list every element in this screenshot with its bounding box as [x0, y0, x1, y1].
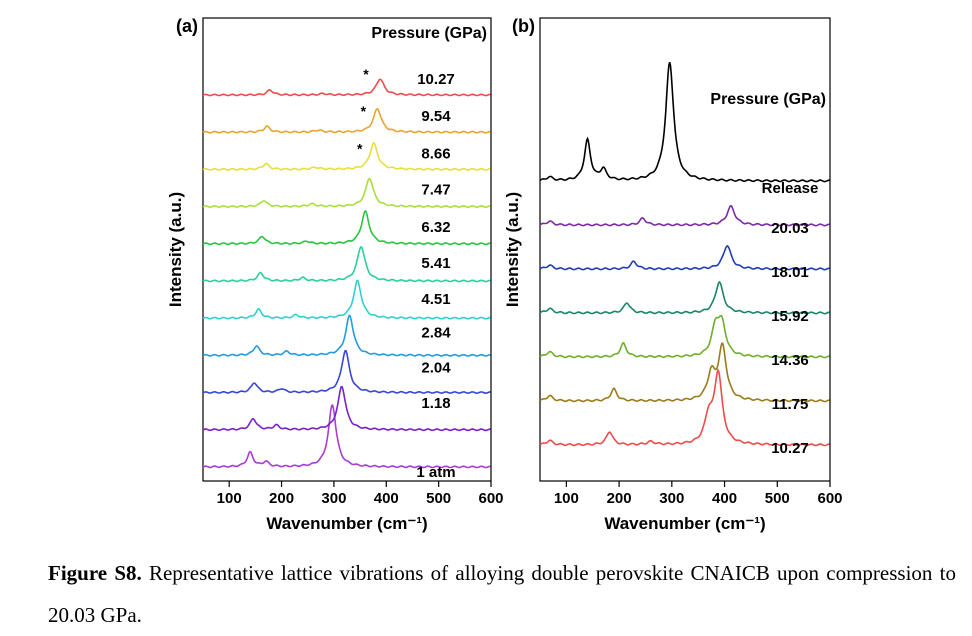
spectrum-line: [202, 350, 491, 395]
series-label: Release: [762, 180, 819, 197]
plot-frame: [539, 17, 831, 482]
x-tick-label: 100: [554, 490, 579, 507]
spectrum-line: [202, 279, 491, 320]
series-label: 6.32: [421, 219, 450, 236]
x-axis-label: Wavenumber (cm⁻¹): [604, 514, 765, 533]
x-tick-label: 300: [321, 490, 346, 507]
x-tick-label: 300: [659, 490, 684, 507]
x-tick-label: 400: [712, 490, 737, 507]
series-label: 8.66: [421, 145, 450, 162]
x-tick-label: 400: [374, 490, 399, 507]
spectrum-line: [539, 368, 830, 447]
spectrum-line: [202, 177, 491, 209]
caption-text: Representative lattice vibrations of all…: [48, 561, 956, 627]
series-label: 7.47: [421, 182, 450, 199]
x-tick-label: 500: [426, 490, 451, 507]
spectrum-line: [539, 61, 830, 183]
spectrum-line: [539, 280, 830, 315]
spectrum-line: [202, 314, 491, 357]
spectrum-line: [202, 209, 491, 246]
x-tick-label: 500: [765, 490, 790, 507]
asterisk-marker: *: [357, 140, 363, 156]
spectrum-line: [202, 107, 491, 134]
x-tick-label: 200: [269, 490, 294, 507]
spectrum-line: [539, 204, 830, 227]
spectrum-line: [539, 342, 830, 403]
figure-svg: 100 200 300 400 500 600 Wavenumber (cm⁻¹) Inten…: [166, 16, 843, 533]
y-axis-label: Intensity (a.u.): [503, 192, 522, 307]
series-label: 2.04: [421, 360, 451, 377]
series-label: 2.84: [421, 324, 451, 341]
spectrum-line: [202, 246, 491, 283]
series-label: 9.54: [421, 108, 451, 125]
series-label: 4.51: [421, 291, 450, 308]
series-label: 1.18: [421, 395, 450, 412]
caption-label: Figure S8.: [48, 561, 142, 585]
panel-label: (b): [512, 16, 535, 36]
series-label: 14.36: [771, 352, 809, 369]
panel-label: (a): [176, 16, 198, 36]
x-tick-label: 100: [217, 490, 242, 507]
spectrum-line: [202, 78, 491, 97]
y-axis-label: Intensity (a.u.): [166, 192, 185, 307]
series-label: 5.41: [421, 255, 450, 272]
x-axis-label: Wavenumber (cm⁻¹): [266, 514, 427, 533]
legend-title: Pressure (GPa): [371, 25, 487, 42]
spectrum-line: [202, 385, 491, 432]
series-label: 11.75: [772, 396, 809, 413]
x-tick-label: 600: [817, 490, 842, 507]
legend-title: Pressure (GPa): [710, 91, 826, 108]
spectrum-line: [202, 404, 491, 469]
series-label: 10.27: [417, 71, 455, 88]
spectrum-line: [539, 314, 830, 359]
series-label: 10.27: [771, 440, 809, 457]
series-label: 18.01: [771, 264, 809, 281]
x-tick-label: 600: [478, 490, 503, 507]
spectrum-line: [202, 142, 491, 171]
plot-frame: [202, 17, 492, 482]
asterisk-marker: *: [361, 103, 367, 119]
x-tick-label: 200: [607, 490, 632, 507]
panel-b: 100 200 300 400 500 600 Wavenumber (cm⁻¹) Inten…: [503, 16, 843, 533]
series-label: 15.92: [771, 308, 809, 325]
spectrum-line: [539, 244, 830, 271]
series-label: 1 atm: [416, 464, 455, 481]
asterisk-marker: *: [363, 66, 369, 82]
figure-caption: Figure S8. Representative lattice vibrat…: [48, 552, 956, 636]
series-label: 20.03: [771, 220, 809, 237]
panel-a: 100 200 300 400 500 600 Wavenumber (cm⁻¹) Inten…: [166, 16, 504, 533]
